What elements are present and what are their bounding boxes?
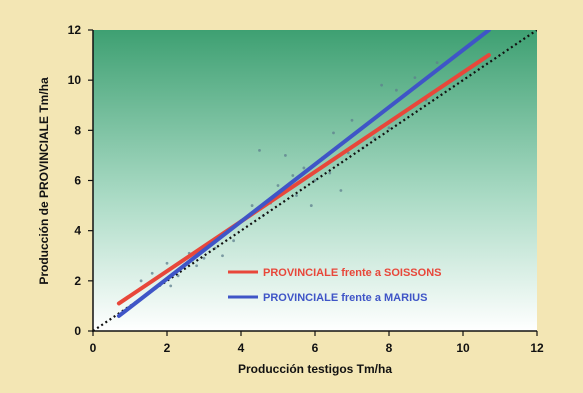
tick-labels: 0 2 4 6 8 10 12 0 2 4 6 8 10 12: [68, 23, 544, 355]
data-point-22: [309, 204, 313, 207]
x-tick-label-4: 8: [386, 341, 393, 355]
data-point-5: [176, 274, 180, 278]
y-tick-label-6: 12: [68, 23, 82, 37]
data-point-19: [291, 174, 295, 177]
data-point-32: [380, 83, 383, 87]
data-point-33: [387, 126, 391, 130]
trend-lines: [93, 30, 537, 331]
data-point-10: [221, 254, 224, 258]
data-point-1: [139, 279, 143, 283]
data-point-7: [195, 264, 199, 268]
y-tick-label-4: 8: [74, 123, 81, 137]
data-point-2: [150, 271, 154, 275]
data-point-3: [165, 261, 169, 265]
y-axis-title: Producción de PROVINCIALE Tm/ha: [37, 77, 51, 285]
data-point-13: [250, 204, 254, 207]
data-point-26: [332, 131, 335, 135]
data-point-8: [202, 256, 206, 260]
x-tick-label-2: 4: [238, 341, 245, 355]
x-tick-label-1: 2: [164, 341, 171, 355]
scatter-points: [121, 61, 439, 315]
data-point-4: [169, 284, 173, 288]
legend-label-0: PROVINCIALE frente a SOISSONS: [263, 267, 441, 279]
data-point-14: [258, 149, 261, 152]
data-point-11: [232, 239, 236, 243]
data-point-36: [413, 76, 417, 80]
data-point-20: [295, 194, 298, 197]
y-tick-label-2: 4: [74, 224, 81, 238]
y-tick-label-0: 0: [74, 324, 81, 338]
data-point-25: [328, 171, 332, 175]
data-point-38: [435, 61, 439, 65]
x-tick-label-3: 6: [312, 341, 319, 355]
data-point-17: [276, 184, 280, 187]
series-line-1: [116, 30, 491, 318]
y-tick-label-3: 6: [74, 174, 81, 188]
x-tick-label-0: 0: [90, 341, 97, 355]
y-tick-label-5: 10: [68, 73, 82, 87]
y-tick-label-1: 2: [74, 274, 81, 288]
data-point-29: [350, 118, 354, 122]
data-point-34: [395, 88, 398, 92]
x-axis-title: Producción testigos Tm/ha: [238, 362, 392, 376]
legend-label-1: PROVINCIALE frente a MARIUS: [263, 292, 427, 304]
data-point-31: [372, 136, 376, 140]
data-point-21: [302, 166, 306, 170]
series-line-0: [116, 53, 491, 306]
legend: PROVINCIALE frente a SOISSONS PROVINCIALE…: [228, 267, 441, 304]
data-point-18: [284, 154, 287, 157]
data-point-23: [313, 179, 317, 182]
x-tick-label-5: 10: [456, 341, 470, 355]
x-tick-label-6: 12: [530, 341, 544, 355]
data-point-27: [339, 189, 343, 192]
